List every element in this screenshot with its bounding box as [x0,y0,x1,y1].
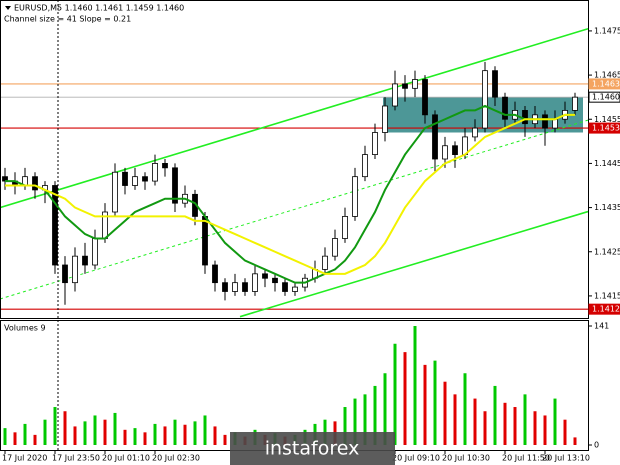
candle-body [412,79,418,89]
candle-body [92,238,98,266]
candle-body [402,83,408,89]
x-tick-label: 17 Jul 23:50 [52,454,100,463]
candle-body [452,145,458,155]
candle-body [132,176,138,186]
candle-body [442,145,448,160]
y-tick-label: 1.1445 [594,159,620,168]
candle-body [352,176,358,217]
price-level-label: 1.1412 [592,305,620,314]
candle-body [72,255,78,284]
x-tick-label: 20 Jul 10:30 [442,454,490,463]
candle-body [252,273,258,292]
candle-body [392,83,398,107]
candle-body [372,132,378,155]
candle-body [222,282,228,292]
y-tick-label: 1.1465 [594,71,620,80]
trend-line [0,119,589,300]
price-level-box [588,91,620,103]
watermark: instaforex [265,438,360,460]
chart-subheader: Channel size = 41 Slope = 0.21 [4,15,131,24]
candle-body [342,216,348,239]
candle-body [162,163,168,169]
x-tick-label: 20 Jul 09:10 [392,454,440,463]
watermark-box [230,432,395,465]
trend-line [0,27,589,209]
candle-body [422,79,428,116]
candle-body [152,163,158,182]
candle-body [62,264,68,284]
candle-body [82,255,88,266]
volume-tick-label: 141 [594,322,609,331]
candle-body [522,110,528,125]
candle-body [242,282,248,292]
volume-title: Volumes 9 [4,324,46,333]
candle-body [212,264,218,284]
candle-body [142,176,148,182]
price-panel-border [0,0,589,319]
candle-body [362,154,368,178]
x-tick-label: 20 Jul 11:50 [502,454,550,463]
candle-body [472,127,478,138]
price-level-label: 1.1463 [592,79,620,88]
candle-body [52,185,58,266]
candle-body [432,114,438,160]
candle-body [122,171,128,186]
y-tick-label: 1.1455 [594,115,620,124]
price-level-box [588,78,620,90]
y-tick-label: 1.1435 [594,203,620,212]
moving-average [5,113,575,275]
x-tick-label: 20 Jul 13:10 [542,454,590,463]
price-level-box [588,303,620,315]
price-level-label: 1.1453 [592,124,620,133]
candle-body [482,70,488,129]
chart-header: EURUSD,M5 1.1460 1.1461 1.1459 1.1460 [14,4,184,13]
plot-layer [0,27,592,446]
trend-line [239,210,589,318]
candle-body [272,277,278,284]
candle-body [32,176,38,191]
candle-body [292,286,298,292]
price-level-label: 1.1460 [592,93,620,102]
candle-body [502,96,508,120]
x-tick-label: 20 Jul 01:10 [102,454,150,463]
price-level-box [588,122,620,134]
candle-body [322,255,328,270]
x-tick-label: 17 Jul 2020 [2,454,47,463]
volume-tick-label: 0 [594,441,599,450]
candle-body [232,282,238,292]
moving-average [5,104,575,284]
candle-body [282,282,288,292]
y-tick-label: 1.1475 [594,26,620,35]
candle-body [572,96,578,111]
candle-body [112,171,118,213]
candle-body [382,105,388,133]
x-tick-label: 20 Jul 02:30 [152,454,200,463]
candle-body [262,273,268,279]
y-tick-label: 1.1425 [594,247,620,256]
candle-body [552,118,558,129]
candle-body [492,70,498,98]
candle-body [332,238,338,257]
candle-body [202,216,208,266]
candle-body [542,114,548,129]
candle-body [172,167,178,204]
header-arrow [5,6,11,10]
y-tick-label: 1.1415 [594,291,620,300]
